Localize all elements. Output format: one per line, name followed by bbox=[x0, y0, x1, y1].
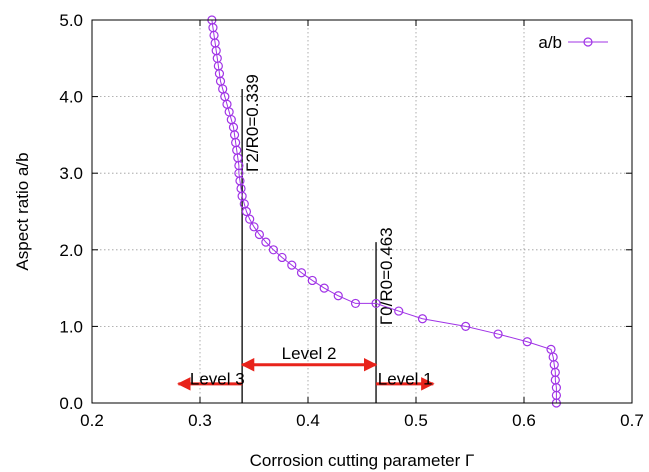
legend-label: a/b bbox=[538, 33, 562, 52]
data-point bbox=[249, 222, 259, 232]
data-point bbox=[296, 268, 307, 278]
x-tick-label: 0.3 bbox=[188, 411, 212, 430]
data-point bbox=[333, 291, 343, 301]
legend-marker bbox=[583, 37, 593, 47]
level-label: Level 1 bbox=[378, 369, 433, 388]
data-point bbox=[394, 306, 404, 316]
data-point bbox=[287, 260, 297, 270]
y-tick-label: 1.0 bbox=[59, 317, 83, 336]
legend: a/b bbox=[538, 33, 608, 52]
y-axis-label: Aspect ratio a/b bbox=[13, 152, 32, 270]
y-tick-label: 4.0 bbox=[59, 88, 83, 107]
threshold-label: Γ2/R0=0.339 bbox=[243, 74, 262, 172]
y-tick-label: 2.0 bbox=[59, 241, 83, 260]
data-point bbox=[241, 206, 252, 217]
data-point bbox=[461, 321, 471, 331]
level-arrows: Level 3 Level 2 Level 1 bbox=[177, 344, 435, 391]
data-point bbox=[307, 275, 317, 286]
series-line bbox=[211, 19, 557, 403]
threshold-label: Γ0/R0=0.463 bbox=[377, 227, 396, 325]
data-point bbox=[277, 252, 287, 263]
data-series bbox=[207, 15, 562, 408]
x-tick-label: 0.6 bbox=[512, 411, 536, 430]
x-tick-label: 0.4 bbox=[296, 411, 320, 430]
data-point bbox=[371, 298, 381, 309]
y-tick-label: 5.0 bbox=[59, 11, 83, 30]
plot-frame bbox=[91, 19, 633, 404]
chart-text: Corrosion cutting parameter Γ Aspect rat… bbox=[13, 152, 474, 470]
data-point bbox=[254, 229, 264, 240]
threshold-lines: Γ2/R0=0.339 Γ0/R0=0.463 bbox=[241, 74, 396, 403]
y-tick-label: 3.0 bbox=[59, 164, 83, 183]
data-point bbox=[261, 237, 271, 247]
data-point bbox=[319, 283, 329, 293]
x-tick-label: 0.5 bbox=[404, 411, 428, 430]
data-point bbox=[268, 245, 279, 255]
y-tick-label: 0.0 bbox=[59, 394, 83, 413]
data-point bbox=[245, 214, 255, 224]
data-point bbox=[350, 298, 361, 309]
data-point bbox=[522, 337, 532, 347]
axis-ticks: 0.2 0.3 0.4 0.5 0.6 0.7 0.0 1.0 2.0 3.0 4.0 5.0 bbox=[59, 11, 643, 430]
level-label: Level 3 bbox=[190, 369, 245, 388]
x-tick-label: 0.7 bbox=[620, 411, 644, 430]
level-label: Level 2 bbox=[282, 344, 337, 363]
data-point bbox=[493, 329, 503, 339]
data-point bbox=[417, 314, 428, 324]
x-axis-label: Corrosion cutting parameter Γ bbox=[250, 451, 475, 470]
x-tick-label: 0.2 bbox=[80, 411, 104, 430]
